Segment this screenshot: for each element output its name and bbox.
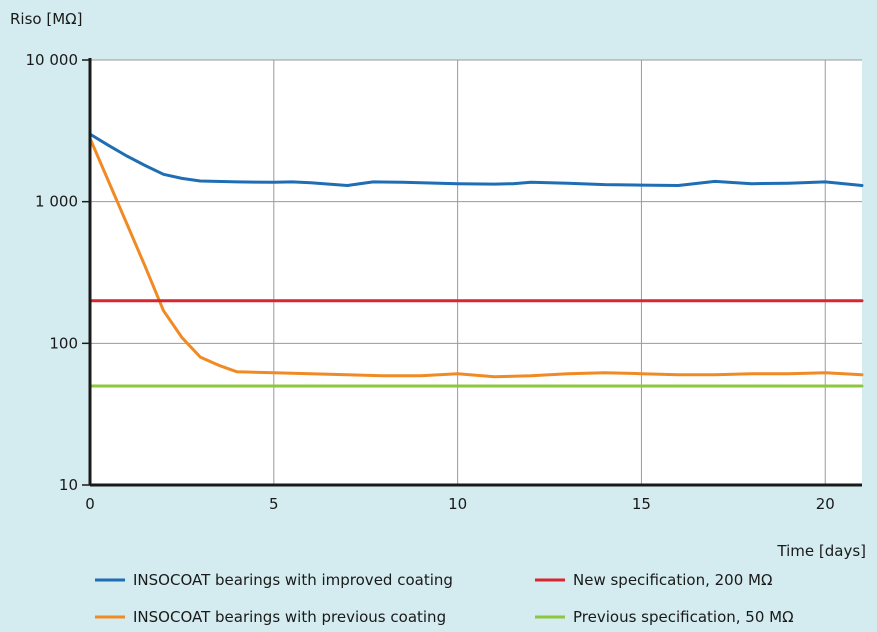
y-tick-label: 10 000 [26, 51, 79, 69]
y-tick-label: 100 [49, 334, 78, 352]
axes [82, 58, 862, 487]
x-axis-label: Time [days] [776, 542, 866, 560]
legend-label: INSOCOAT bearings with improved coating [133, 571, 453, 589]
series-lines [88, 132, 864, 388]
x-tick-label: 10 [448, 495, 467, 513]
plot-area [90, 60, 862, 485]
x-tick-label: 15 [632, 495, 651, 513]
legend-label: INSOCOAT bearings with previous coating [133, 608, 446, 626]
legend-label: Previous specification, 50 MΩ [573, 608, 794, 626]
y-axis-label: Riso [MΩ] [10, 10, 82, 28]
series-line-1 [88, 132, 864, 187]
x-tick-label: 20 [816, 495, 835, 513]
grid [90, 59, 862, 485]
tick-labels: 0 5 10 15 20 10 100 1 000 10 000 [26, 51, 835, 513]
x-tick-label: 0 [85, 495, 95, 513]
legend: INSOCOAT bearings with improved coating I… [95, 571, 794, 626]
x-tick-label: 5 [269, 495, 279, 513]
series-line-2 [88, 136, 864, 379]
y-tick-label: 10 [59, 476, 78, 494]
legend-label: New specification, 200 MΩ [573, 571, 772, 589]
y-tick-label: 1 000 [35, 193, 78, 211]
